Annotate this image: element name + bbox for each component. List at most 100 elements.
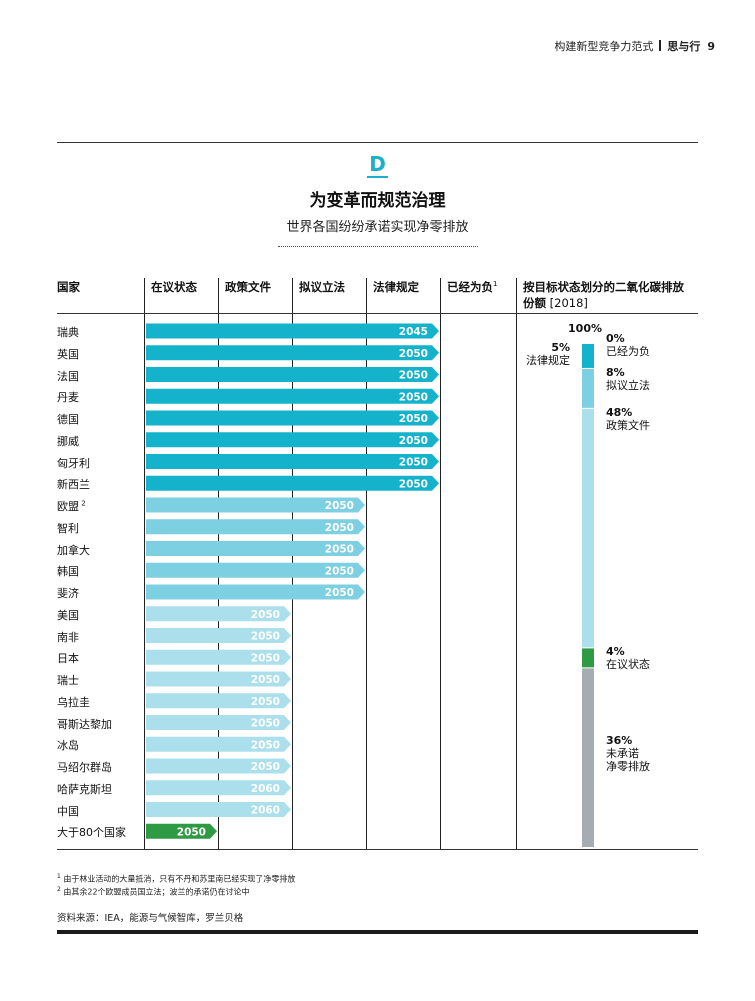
column-header-law: 法律规定 [373, 280, 419, 294]
stack-label: 48% 政策文件 [606, 405, 650, 432]
target-bar [146, 584, 365, 600]
target-year-label: 2050 [399, 348, 428, 360]
target-year-label: 2050 [399, 435, 428, 447]
target-bar [146, 671, 291, 687]
column-header-negative: 已经为负1 [447, 280, 498, 294]
target-bar [146, 367, 439, 382]
bottom-rule [57, 930, 698, 934]
country-label: 匈牙利 [57, 456, 90, 470]
target-bar [146, 802, 291, 817]
top-rule [57, 142, 698, 143]
target-year-label: 2045 [399, 326, 428, 338]
country-label: 冰岛 [57, 739, 79, 753]
column-header-country: 国家 [57, 280, 80, 294]
target-year-label: 2050 [399, 457, 428, 469]
country-label: 新西兰 [57, 478, 90, 492]
target-bar [146, 562, 365, 578]
target-year-label: 2050 [399, 413, 428, 425]
column-header-proposed: 拟议立法 [299, 280, 345, 294]
stack-total-label: 100% [568, 322, 602, 335]
page-number: 9 [707, 40, 715, 53]
country-label: 大于80个国家 [57, 826, 126, 840]
country-label: 挪威 [57, 434, 79, 448]
target-year-label: 2060 [251, 805, 280, 817]
target-bar [146, 454, 439, 469]
stack-label: 4% 在议状态 [606, 645, 650, 672]
target-year-label: 2050 [325, 522, 354, 534]
stack-segment [582, 368, 594, 408]
country-label: 法国 [57, 369, 79, 383]
footnote-1: 1 由于林业活动的大量抵消，只有不丹和苏里南已经实现了净零排放 [57, 873, 296, 884]
figure-letter: D [367, 152, 388, 178]
target-bar [146, 497, 365, 513]
target-year-label: 2050 [325, 587, 354, 599]
target-bar [146, 736, 291, 752]
country-label: 丹麦 [57, 391, 79, 405]
target-bar [146, 475, 439, 491]
country-label: 英国 [57, 347, 79, 361]
target-bar [146, 519, 365, 535]
dotted-divider [278, 246, 478, 247]
column-divider [440, 278, 441, 849]
target-year-label: 2050 [251, 609, 280, 621]
stack-label: 36% 未承诺 净零排放 [606, 734, 650, 774]
country-label: 哈萨克斯坦 [57, 782, 112, 796]
column-header-policy: 政策文件 [225, 280, 271, 294]
header-separator [659, 40, 662, 51]
country-label: 中国 [57, 804, 79, 818]
target-year-label: 2050 [251, 696, 280, 708]
country-label: 欧盟 2 [57, 499, 86, 513]
stack-label: 0% 已经为负 [606, 332, 650, 358]
stack-segment [582, 408, 594, 648]
target-year-label: 2050 [325, 544, 354, 556]
target-bar [146, 649, 291, 665]
target-bar [146, 628, 291, 643]
target-bar [146, 345, 439, 361]
target-bar [146, 780, 291, 796]
stack-segment [582, 648, 594, 668]
stack-segment [582, 668, 594, 847]
section-title: 思与行 [667, 40, 701, 53]
stack-segment [582, 344, 594, 368]
target-year-label: 2050 [251, 674, 280, 686]
target-bar [146, 715, 291, 730]
country-label: 马绍尔群岛 [57, 761, 112, 774]
running-header: 构建新型竞争力范式 思与行 9 [554, 38, 715, 54]
column-divider [144, 278, 145, 849]
target-year-label: 2050 [399, 478, 428, 490]
target-year-label: 2050 [325, 565, 354, 577]
target-year-label: 2050 [325, 500, 354, 512]
target-bar [146, 823, 217, 839]
country-label: 日本 [57, 652, 79, 666]
target-bar [146, 323, 439, 339]
header-rule [57, 313, 698, 314]
column-header-stack-line1: 按目标状态划分的二氧化碳排放 [523, 280, 684, 294]
target-bar [146, 432, 439, 448]
target-year-label: 2050 [251, 718, 280, 730]
column-divider [366, 278, 367, 849]
stack-label-law: 5% 法律规定 [526, 341, 570, 367]
target-bar [146, 693, 291, 709]
table-bottom-rule [57, 849, 698, 850]
footnote-2: 2 由其余22个欧盟成员国立法；波兰的承诺仍在讨论中 [57, 886, 250, 897]
target-year-label: 2050 [177, 826, 206, 838]
stack-label: 8% 拟议立法 [606, 365, 650, 392]
target-bar [146, 758, 291, 774]
target-bar [146, 541, 365, 556]
country-label: 哥斯达黎加 [57, 717, 112, 731]
column-header-debate: 在议状态 [151, 280, 197, 294]
target-year-label: 2060 [251, 783, 280, 795]
figure-subtitle: 世界各国纷纷承诺实现净零排放 [286, 220, 469, 235]
target-year-label: 2050 [399, 370, 428, 382]
column-header-stack-line2: 份额 [2018] [523, 296, 588, 310]
target-bar [146, 606, 291, 622]
country-label: 加拿大 [57, 543, 90, 557]
target-year-label: 2050 [251, 652, 280, 664]
target-year-label: 2050 [251, 631, 280, 643]
country-label: 瑞士 [57, 674, 79, 687]
target-year-label: 2050 [251, 761, 280, 773]
column-divider [516, 278, 517, 849]
country-label: 瑞典 [57, 326, 79, 339]
book-title: 构建新型竞争力范式 [554, 40, 654, 53]
